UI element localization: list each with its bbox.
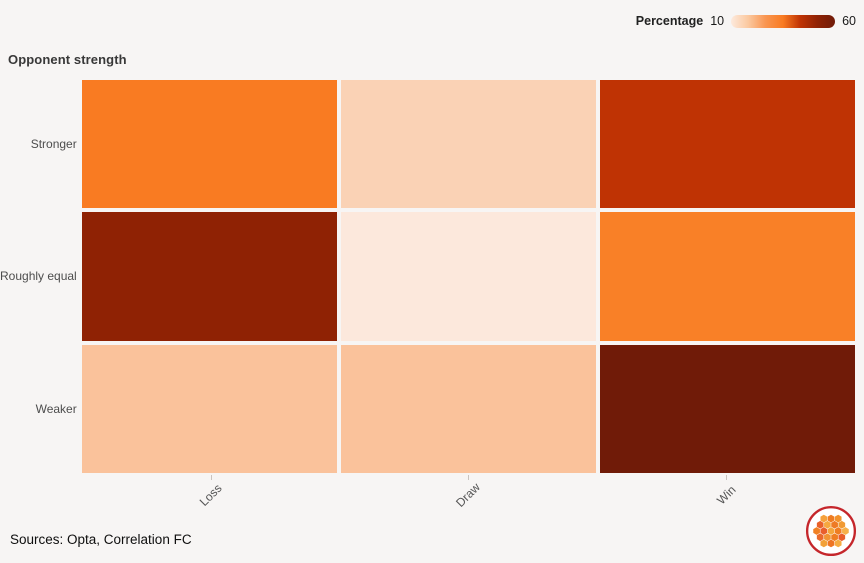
legend-label: Percentage — [635, 14, 704, 28]
colorbar-legend: Percentage 10 60 — [636, 14, 856, 28]
col-label-loss: Loss — [82, 474, 340, 520]
col-label-draw: Draw — [340, 474, 598, 520]
heatmap-cell-stronger-loss — [82, 80, 337, 209]
row-label-stronger: Stronger — [0, 80, 92, 208]
heatmap-cell-weaker-win — [600, 344, 855, 473]
heatmap-cell-roughly-equal-draw — [341, 212, 596, 341]
heatmap-cell-stronger-draw — [341, 80, 596, 209]
legend-min-value: 10 — [710, 14, 725, 28]
row-label-roughly-equal: Roughly equal — [0, 212, 92, 340]
honeycomb-logo — [805, 505, 857, 557]
chart-title: Opponent strength — [8, 52, 127, 67]
heatmap-cell-roughly-equal-loss — [82, 212, 337, 341]
heatmap-grid — [82, 80, 855, 473]
col-label-win: Win — [597, 474, 855, 520]
x-axis-labels: Loss Draw Win — [82, 474, 855, 520]
heatmap-cell-weaker-draw — [341, 344, 596, 473]
sources-note: Sources: Opta, Correlation FC — [10, 532, 192, 547]
legend-max-value: 60 — [842, 14, 856, 28]
colorbar-gradient — [731, 14, 836, 28]
heatmap-cell-stronger-win — [600, 80, 855, 209]
heatmap-cell-weaker-loss — [82, 344, 337, 473]
heatmap-cell-roughly-equal-win — [600, 212, 855, 341]
y-axis-labels: Stronger Roughly equal Weaker — [0, 80, 90, 473]
row-label-weaker: Weaker — [0, 345, 92, 473]
axis-tick — [726, 475, 728, 480]
axis-tick — [210, 475, 212, 480]
axis-tick — [468, 475, 470, 480]
